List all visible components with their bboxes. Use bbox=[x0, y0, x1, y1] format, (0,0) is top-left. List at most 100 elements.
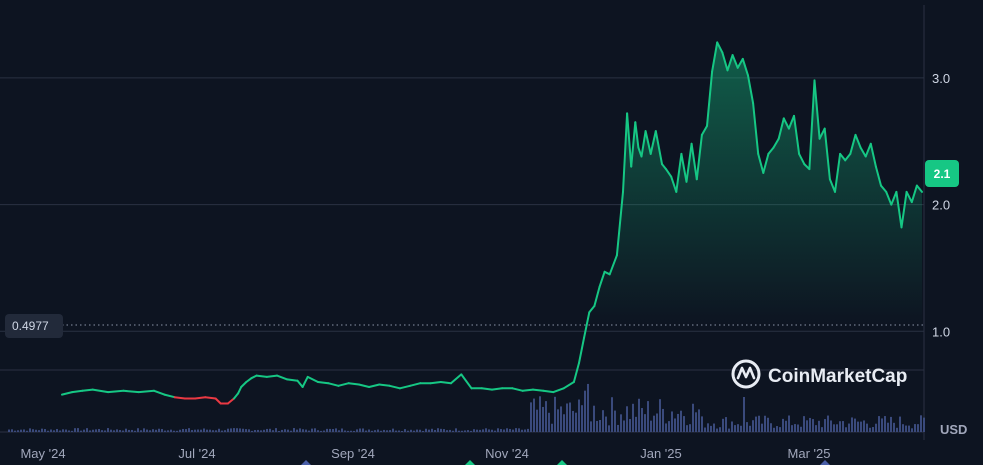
price-line-segment bbox=[900, 190, 908, 229]
volume-bar bbox=[161, 429, 163, 432]
price-line-segment bbox=[137, 389, 156, 394]
volume-bar bbox=[560, 406, 562, 432]
volume-bar bbox=[791, 425, 793, 432]
volume-bar bbox=[68, 430, 70, 432]
current-price-text: 2.1 bbox=[934, 167, 951, 181]
volume-bar bbox=[821, 427, 823, 432]
volume-bar bbox=[914, 424, 916, 432]
volume-bar bbox=[704, 427, 706, 432]
coinmarketcap-watermark: CoinMarketCap bbox=[731, 359, 907, 389]
price-line-segment bbox=[357, 383, 371, 388]
volume-bar bbox=[848, 423, 850, 432]
current-price-badge-bg bbox=[925, 160, 959, 187]
volume-bar bbox=[665, 423, 667, 432]
volume-bar bbox=[158, 428, 160, 432]
price-line-segment bbox=[777, 117, 785, 140]
price-line-segment bbox=[562, 381, 575, 390]
volume-bar bbox=[425, 428, 427, 432]
volume-bar bbox=[326, 428, 328, 432]
price-line-segment bbox=[317, 381, 330, 385]
price-line-segment bbox=[741, 57, 749, 77]
x-tick-label: Mar '25 bbox=[788, 446, 831, 461]
price-line-segment bbox=[237, 386, 243, 395]
volume-bar bbox=[80, 430, 82, 432]
volume-bar bbox=[47, 430, 49, 432]
volume-bar bbox=[251, 430, 253, 432]
price-line-segment bbox=[578, 336, 586, 364]
volume-bar bbox=[395, 430, 397, 432]
volume-bar bbox=[104, 430, 106, 432]
volume-bar bbox=[698, 409, 700, 432]
volume-bar bbox=[392, 428, 394, 432]
volume-bar bbox=[227, 428, 229, 432]
volume-bar bbox=[440, 428, 442, 432]
volume-bar bbox=[830, 420, 832, 432]
volume-bar bbox=[107, 428, 109, 432]
event-marker bbox=[557, 460, 567, 465]
volume-bar bbox=[794, 424, 796, 432]
volume-bar bbox=[857, 421, 859, 432]
price-line-segment bbox=[895, 190, 903, 229]
price-line-segment bbox=[626, 112, 633, 168]
volume-bar bbox=[836, 424, 838, 432]
volume-bar bbox=[539, 396, 541, 432]
volume-bar bbox=[164, 430, 166, 432]
volume-bar bbox=[839, 421, 841, 432]
volume-bar bbox=[131, 429, 133, 432]
volume-bar bbox=[110, 429, 112, 432]
volume-bar bbox=[881, 418, 883, 432]
price-line-segment bbox=[226, 397, 235, 405]
volume-bar bbox=[59, 430, 61, 432]
x-tick-label: May '24 bbox=[20, 446, 65, 461]
price-line-segment bbox=[388, 384, 401, 390]
volume-bar bbox=[308, 430, 310, 432]
volume-bar bbox=[887, 422, 889, 432]
volume-bar bbox=[338, 430, 340, 432]
price-line-segment bbox=[680, 152, 688, 183]
volume-bar bbox=[401, 430, 403, 432]
volume-bar bbox=[806, 420, 808, 432]
price-line-segment bbox=[762, 152, 770, 174]
volume-bar bbox=[518, 428, 520, 432]
price-line-segment bbox=[301, 375, 309, 388]
price-line-segment bbox=[787, 114, 795, 130]
price-line-segment bbox=[661, 163, 667, 171]
volume-bar bbox=[248, 429, 250, 432]
volume-bar bbox=[278, 430, 280, 432]
price-area bbox=[62, 42, 922, 326]
volume-bar bbox=[905, 425, 907, 432]
volume-bar bbox=[734, 425, 736, 432]
volume-bar bbox=[908, 425, 910, 432]
volume-bar bbox=[575, 412, 577, 432]
volume-bar bbox=[650, 420, 652, 432]
price-line-segment bbox=[813, 79, 821, 140]
price-line-segment bbox=[598, 270, 606, 288]
coinmarketcap-brand-text: CoinMarketCap bbox=[768, 366, 907, 387]
volume-bar bbox=[632, 403, 634, 432]
x-axis-event-markers bbox=[301, 460, 830, 465]
volume-bar bbox=[41, 428, 43, 432]
price-line-segment bbox=[706, 70, 714, 127]
price-line-segment bbox=[849, 133, 857, 155]
volume-bar bbox=[137, 428, 139, 432]
volume-bar bbox=[707, 423, 709, 432]
volume-bar bbox=[377, 429, 379, 432]
volume-bar bbox=[545, 401, 547, 432]
volume-bar bbox=[530, 402, 532, 432]
volume-bar bbox=[410, 429, 412, 432]
volume-bar bbox=[200, 429, 202, 432]
volume-bar bbox=[674, 418, 676, 432]
volume-bar bbox=[797, 424, 799, 432]
volume-bar bbox=[860, 421, 862, 432]
volume-bar bbox=[446, 430, 448, 432]
price-line-segment bbox=[690, 142, 698, 181]
volume-bar bbox=[359, 428, 361, 432]
volume-bar bbox=[461, 430, 463, 432]
volume-bar bbox=[896, 427, 898, 432]
volume-bar bbox=[863, 420, 865, 432]
volume-bar bbox=[119, 430, 121, 432]
volume-bar bbox=[635, 416, 637, 432]
current-price-badge: 2.1 bbox=[925, 160, 959, 187]
price-line-segment bbox=[700, 125, 708, 136]
